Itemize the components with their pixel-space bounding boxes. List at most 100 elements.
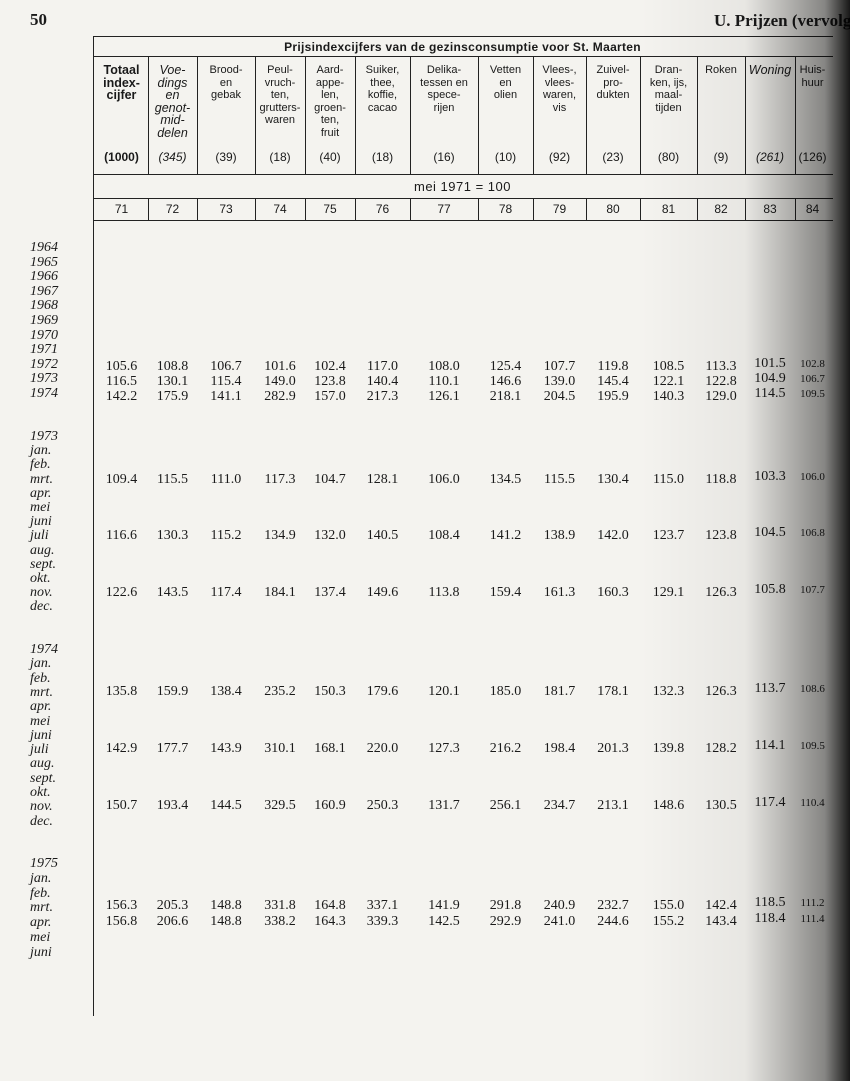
column-number: 81 bbox=[661, 202, 676, 216]
table-cell: 101.5 bbox=[754, 356, 786, 371]
table-cell: 160.3 bbox=[597, 585, 629, 600]
table-cell: 113.7 bbox=[754, 681, 786, 696]
table-cell: 141.1 bbox=[210, 389, 242, 404]
table-cell: 113.3 bbox=[705, 359, 737, 374]
table-cell: 155.0 bbox=[652, 898, 685, 913]
table-cell: 205.3 bbox=[156, 898, 189, 913]
rule bbox=[93, 198, 833, 199]
table-cell: 185.0 bbox=[489, 684, 522, 699]
rule bbox=[93, 220, 833, 221]
row-label: feb. bbox=[30, 670, 51, 686]
running-title: U. Prijzen (vervolg bbox=[714, 11, 850, 30]
table-cell: 134.9 bbox=[264, 528, 296, 543]
table-cell: 117.4 bbox=[210, 585, 242, 600]
column-weight: (16) bbox=[433, 150, 455, 164]
row-label: mei bbox=[30, 500, 51, 515]
row-label: sept. bbox=[30, 770, 57, 786]
column-number: 74 bbox=[273, 202, 287, 216]
table-cell: 150.3 bbox=[314, 684, 346, 699]
table-cell: 111.2 bbox=[800, 897, 825, 909]
table-cell: 250.3 bbox=[366, 798, 399, 813]
column-weight: (40) bbox=[319, 150, 341, 164]
table-title: Prijsindexcijfers van de gezinsconsumpti… bbox=[284, 40, 641, 54]
column-number: 71 bbox=[114, 202, 129, 216]
table-cell: 139.8 bbox=[652, 741, 685, 756]
table-cell: 110.1 bbox=[428, 374, 460, 389]
row-label: jan. bbox=[30, 656, 52, 672]
table-cell: 168.1 bbox=[314, 741, 346, 756]
table-cell: 106.8 bbox=[800, 527, 825, 539]
table-cell: 117.0 bbox=[367, 359, 398, 374]
row-label: juli bbox=[30, 742, 49, 758]
table-cell: 126.1 bbox=[428, 389, 460, 404]
row-label: 1974 bbox=[30, 642, 58, 657]
rule bbox=[197, 198, 198, 220]
rule bbox=[355, 198, 356, 220]
rule bbox=[410, 198, 411, 220]
table-cell: 164.3 bbox=[314, 914, 346, 929]
table-cell: 141.2 bbox=[489, 528, 522, 543]
table-cell: 111.0 bbox=[210, 472, 242, 487]
table-cell: 122.1 bbox=[652, 374, 685, 389]
table-cell: 139.0 bbox=[543, 374, 576, 389]
table-cell: 142.9 bbox=[105, 741, 138, 756]
table-cell: 156.3 bbox=[105, 898, 138, 913]
table-cell: 140.4 bbox=[366, 374, 399, 389]
table-cell: 123.7 bbox=[652, 528, 685, 543]
row-label: apr. bbox=[30, 485, 52, 501]
table-cell: 216.2 bbox=[489, 741, 522, 756]
table-cell: 109.4 bbox=[105, 472, 138, 487]
table-cell: 103.3 bbox=[754, 469, 786, 484]
table-cell: 110.4 bbox=[800, 797, 825, 809]
table-cell: 122.8 bbox=[705, 374, 737, 389]
table-cell: 114.5 bbox=[754, 386, 786, 401]
row-label: okt. bbox=[30, 785, 51, 800]
table-cell: 291.8 bbox=[489, 898, 522, 913]
column-header: Roken bbox=[705, 64, 737, 76]
column-weight: (39) bbox=[215, 150, 237, 164]
row-label: feb. bbox=[30, 457, 51, 473]
table-cell: 108.6 bbox=[800, 683, 825, 695]
table-cell: 146.6 bbox=[489, 374, 522, 389]
rule bbox=[93, 36, 833, 37]
table-cell: 102.8 bbox=[800, 358, 825, 370]
table-cell: 282.9 bbox=[264, 389, 296, 404]
table-cell: 142.0 bbox=[597, 528, 629, 543]
table-cell: 137.4 bbox=[314, 585, 346, 600]
table-cell: 164.8 bbox=[314, 898, 346, 913]
table-cell: 104.9 bbox=[754, 371, 786, 386]
table-cell: 102.4 bbox=[314, 359, 346, 374]
row-label: 1968 bbox=[30, 298, 58, 314]
table-cell: 159.9 bbox=[156, 684, 189, 699]
column-number: 83 bbox=[763, 202, 777, 216]
table-cell: 235.2 bbox=[264, 684, 296, 699]
row-label: aug. bbox=[30, 542, 55, 558]
table-cell: 331.8 bbox=[264, 898, 296, 913]
table-cell: 123.8 bbox=[705, 528, 737, 543]
column-header: Woning bbox=[748, 63, 792, 77]
rule bbox=[93, 174, 833, 175]
table-cell: 150.7 bbox=[105, 798, 138, 813]
table-cell: 149.0 bbox=[264, 374, 296, 389]
column-header: Vetten en olien bbox=[489, 64, 522, 101]
table-cell: 108.4 bbox=[428, 528, 460, 543]
table-cell: 140.5 bbox=[366, 528, 399, 543]
row-label: okt. bbox=[30, 571, 51, 586]
column-number: 84 bbox=[805, 202, 820, 216]
table-cell: 241.0 bbox=[543, 914, 576, 929]
table-cell: 157.0 bbox=[314, 389, 346, 404]
table-cell: 106.0 bbox=[428, 472, 460, 487]
row-label: nov. bbox=[30, 799, 53, 815]
column-number: 72 bbox=[165, 202, 180, 216]
table-cell: 149.6 bbox=[366, 585, 399, 600]
table-cell: 175.9 bbox=[156, 389, 189, 404]
row-label: 1970 bbox=[30, 327, 58, 343]
table-cell: 116.5 bbox=[106, 374, 137, 389]
table-cell: 138.4 bbox=[210, 684, 242, 699]
table-cell: 220.0 bbox=[366, 741, 399, 756]
table-cell: 111.4 bbox=[800, 913, 825, 925]
row-label: juli bbox=[30, 528, 49, 544]
table-cell: 117.3 bbox=[264, 472, 296, 487]
row-label: jan. bbox=[30, 443, 52, 459]
rule bbox=[93, 36, 94, 1016]
